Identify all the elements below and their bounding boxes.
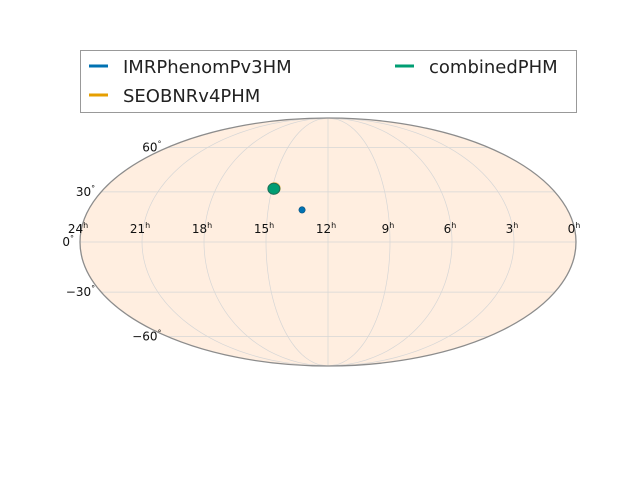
ra-tick-label: 18h	[192, 221, 212, 236]
dec-tick-label: −30°	[66, 284, 95, 299]
meridian-line	[327, 117, 391, 367]
legend-entry-1: SEOBNRv4PHM	[89, 86, 260, 107]
dec-tick-label: 30°	[76, 184, 95, 199]
ra-tick-label: 9h	[382, 221, 395, 236]
graticule	[80, 117, 576, 367]
dec-tick-label: −60°	[132, 329, 161, 344]
dec-tick-label: 0°	[62, 234, 74, 249]
ra-tick-label: 12h	[316, 221, 336, 236]
meridian-line	[203, 117, 329, 367]
meridian-line	[327, 117, 515, 367]
sky-regions	[267, 182, 306, 214]
meridian-line	[265, 117, 329, 367]
region-combined	[267, 182, 281, 195]
sky-outline	[79, 117, 577, 367]
region-secondary	[298, 206, 306, 214]
ra-tick-label: 6h	[444, 221, 457, 236]
legend-label-1: SEOBNRv4PHM	[123, 86, 260, 107]
meridian-line	[141, 117, 329, 367]
ra-tick-label: 15h	[254, 221, 274, 236]
legend-label-2: combinedPHM	[429, 57, 558, 78]
legend-entry-2: combinedPHM	[395, 57, 558, 78]
meridian-line	[327, 117, 453, 367]
ra-tick-label: 21h	[130, 221, 150, 236]
ra-tick-label: 24h	[68, 221, 88, 236]
legend-frame	[80, 50, 577, 113]
legend-label-0: IMRPhenomPv3HM	[123, 57, 292, 78]
legend: IMRPhenomPv3HM SEOBNRv4PHM combinedPHM	[80, 50, 577, 113]
ra-tick-label: 3h	[506, 221, 519, 236]
dec-tick-label: 60°	[142, 139, 161, 154]
legend-entry-0: IMRPhenomPv3HM	[89, 57, 292, 78]
ra-tick-label: 0h	[568, 221, 581, 236]
tick-labels: 24h 21h 18h 15h 12h 9h 6h 3h 0h 60° 30° 0° −30° −60°	[62, 139, 580, 343]
